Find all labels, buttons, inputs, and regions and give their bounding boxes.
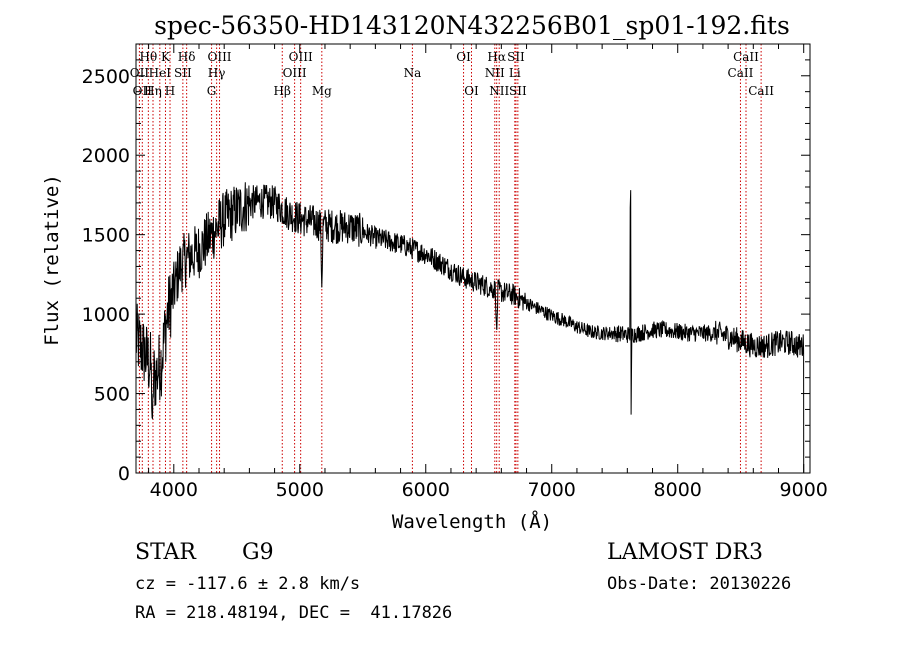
line-label: SII [507, 50, 525, 64]
x-tick-label: 7000 [528, 479, 576, 501]
line-label: Hγ [208, 66, 226, 80]
line-label: Hα [487, 50, 506, 64]
line-label: OII [130, 66, 150, 80]
x-tick-label: 9000 [780, 479, 828, 501]
coordinates-line: RA = 218.48194, DEC = 41.17826 [135, 603, 453, 623]
line-label: Hδ [178, 50, 196, 64]
line-label: SII [509, 84, 527, 98]
y-tick-label: 2500 [82, 66, 130, 88]
obs-date-line: Obs-Date: 20130226 [607, 574, 792, 594]
x-tick-label: 6000 [402, 479, 450, 501]
tick-labels: 4000 5000 6000 7000 8000 9000 0 500 1000 1500 2000… [82, 66, 828, 501]
line-label: HeI [149, 66, 172, 80]
line-label: OII [133, 84, 153, 98]
line-label: CaII [733, 50, 759, 64]
x-tick-label: 4000 [150, 479, 198, 501]
y-axis-label: Flux (relative) [41, 174, 63, 346]
plot-frame [135, 43, 811, 474]
line-label: Hη [144, 84, 162, 98]
line-label: K [161, 50, 171, 64]
y-tick-label: 0 [118, 463, 130, 485]
x-tick-label: 8000 [654, 479, 702, 501]
line-label: OIII [289, 50, 313, 64]
y-tick-label: 1500 [82, 225, 130, 247]
axis-ticks [136, 44, 810, 474]
y-tick-label: 2000 [82, 145, 130, 167]
line-label: H [165, 84, 175, 98]
line-label: CaII [728, 66, 754, 80]
line-label: OIII [207, 50, 231, 64]
line-label: NII [485, 66, 505, 80]
object-subclass: G9 [242, 540, 274, 565]
y-tick-label: 1000 [82, 304, 130, 326]
line-labels: OII OII Hθ Hη HeI K H SII Hδ G Hγ OIII Hβ OIII OIII Mg N… [130, 50, 775, 98]
redshift-line: cz = -117.6 ± 2.8 km/s [135, 574, 361, 594]
object-class: STAR [135, 540, 196, 565]
line-markers [138, 44, 762, 473]
line-label: Hβ [274, 84, 291, 98]
line-label: Mg [312, 84, 332, 98]
line-label: SII [174, 66, 192, 80]
survey-name: LAMOST DR3 [607, 540, 763, 565]
x-tick-label: 5000 [276, 479, 324, 501]
spectrum-line [135, 182, 805, 473]
line-label: NII [489, 84, 509, 98]
line-label: Na [404, 66, 422, 80]
line-label: CaII [748, 84, 774, 98]
line-label: G [207, 84, 217, 98]
x-axis-label: Wavelength (Å) [392, 510, 552, 533]
line-label: OI [464, 84, 479, 98]
y-tick-label: 500 [94, 384, 130, 406]
line-label: Hθ [139, 50, 157, 64]
line-label: Li [509, 66, 521, 80]
chart-title: spec-56350-HD143120N432256B01_sp01-192.f… [154, 11, 790, 40]
line-label: OI [456, 50, 471, 64]
line-label: OIII [283, 66, 307, 80]
